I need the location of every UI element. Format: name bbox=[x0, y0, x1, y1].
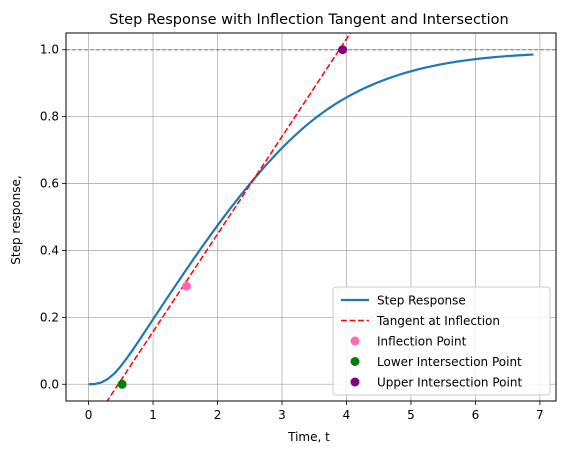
x-tick-label: 2 bbox=[214, 408, 222, 422]
scatter-point-2 bbox=[182, 281, 192, 291]
y-axis-label: Step response, bbox=[9, 175, 23, 264]
x-axis-label: Time, t bbox=[287, 430, 330, 444]
y-tick-label: 1.0 bbox=[40, 43, 59, 57]
legend-label-1: Tangent at Inflection bbox=[376, 314, 500, 328]
series-group bbox=[88, 33, 534, 401]
plot-frame bbox=[65, 32, 557, 402]
x-tick-label: 6 bbox=[472, 408, 480, 422]
x-tick-label: 1 bbox=[149, 408, 157, 422]
x-tick-label: 5 bbox=[407, 408, 415, 422]
y-tick-label: 0.4 bbox=[40, 243, 59, 257]
x-tick-label: 7 bbox=[536, 408, 544, 422]
scatter-point-3 bbox=[117, 379, 127, 389]
y-tick-label: 0.0 bbox=[40, 377, 59, 391]
x-tick-label: 0 bbox=[85, 408, 93, 422]
scatter-point-4 bbox=[338, 45, 348, 55]
legend-swatch-2 bbox=[350, 336, 360, 346]
series-line-0 bbox=[88, 53, 534, 386]
series-line-1 bbox=[106, 33, 352, 401]
legend-box bbox=[332, 286, 551, 396]
x-tick-label: 3 bbox=[278, 408, 286, 422]
y-tick-label: 0.6 bbox=[40, 177, 59, 191]
legend-swatch-3 bbox=[350, 357, 360, 366]
legend-label-4: Upper Intersection Point bbox=[377, 376, 522, 390]
legend-label-3: Lower Intersection Point bbox=[377, 355, 522, 369]
y-tick-label: 0.2 bbox=[40, 310, 59, 324]
legend-swatch-4 bbox=[350, 377, 360, 387]
legend: Step Response Tangent at Inflection Inflec… bbox=[332, 286, 551, 396]
legend-label-2: Inflection Point bbox=[377, 335, 467, 349]
x-tick-label: 4 bbox=[343, 408, 351, 422]
chart-title: Step Response with Inflection Tangent an… bbox=[109, 12, 508, 28]
legend-label-0: Step Response bbox=[377, 294, 466, 308]
axis-ticks: 0 1 2 3 4 5 6 7 0.0 0.2 0.4 0.6 0.8 1.0 bbox=[40, 43, 544, 422]
y-tick-label: 0.8 bbox=[40, 110, 59, 124]
